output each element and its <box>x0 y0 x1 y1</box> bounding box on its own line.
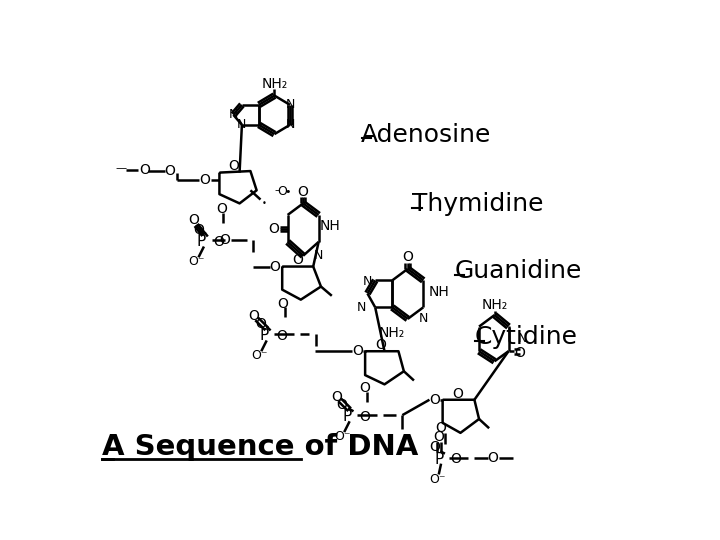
Text: P: P <box>260 328 269 343</box>
Text: •: • <box>284 187 291 197</box>
Text: O: O <box>402 251 413 264</box>
Text: O⁻: O⁻ <box>251 349 268 362</box>
Text: O: O <box>359 410 370 424</box>
Text: O: O <box>515 346 526 360</box>
Text: O: O <box>189 213 199 227</box>
Text: Thymidine: Thymidine <box>412 192 543 216</box>
Text: O: O <box>451 452 462 466</box>
Text: N: N <box>229 109 238 122</box>
Text: N: N <box>285 98 294 111</box>
Text: N: N <box>237 118 246 131</box>
Text: O: O <box>277 185 287 198</box>
Text: O: O <box>352 344 363 358</box>
Text: O⁻: O⁻ <box>429 472 446 485</box>
Text: A Sequence of DNA: A Sequence of DNA <box>102 433 418 461</box>
Text: N: N <box>418 313 428 326</box>
Text: O: O <box>199 173 210 187</box>
Text: O: O <box>429 441 441 455</box>
Text: N: N <box>518 332 527 345</box>
Text: NH₂: NH₂ <box>482 298 508 312</box>
Text: O: O <box>292 253 303 267</box>
Text: O⁻: O⁻ <box>334 430 351 443</box>
Text: N: N <box>356 301 366 314</box>
Text: O: O <box>375 338 386 352</box>
Text: O: O <box>331 390 342 404</box>
Text: P: P <box>197 234 206 249</box>
Text: Guanidine: Guanidine <box>454 259 582 283</box>
Text: P: P <box>434 451 444 467</box>
Text: O: O <box>255 316 266 330</box>
Text: O: O <box>213 235 224 249</box>
Text: —: — <box>115 163 127 173</box>
Text: N: N <box>314 249 323 262</box>
Text: O: O <box>248 309 259 323</box>
Text: O: O <box>429 393 441 407</box>
Text: Cytidine: Cytidine <box>474 325 577 349</box>
Text: O: O <box>433 430 444 444</box>
Text: O: O <box>216 202 228 216</box>
Text: –: – <box>275 185 280 195</box>
Text: O⁻: O⁻ <box>189 255 205 268</box>
Text: NH₂: NH₂ <box>379 326 405 340</box>
Text: O: O <box>139 163 150 177</box>
Text: P: P <box>343 409 352 424</box>
Text: O: O <box>276 329 287 343</box>
Text: NH₂: NH₂ <box>261 77 287 91</box>
Text: O: O <box>164 164 175 178</box>
Text: N: N <box>363 275 372 288</box>
Text: O: O <box>336 398 347 412</box>
Text: O: O <box>276 296 287 310</box>
Text: O: O <box>269 222 279 236</box>
Text: N: N <box>285 118 294 131</box>
Text: O: O <box>487 450 498 464</box>
Text: •: • <box>262 199 267 208</box>
Text: O: O <box>297 185 309 199</box>
Text: NH: NH <box>428 285 449 299</box>
Text: Adenosine: Adenosine <box>361 123 492 146</box>
Text: O: O <box>360 381 371 395</box>
Text: O: O <box>228 159 239 173</box>
Text: O: O <box>453 387 464 401</box>
Text: NH: NH <box>320 219 341 233</box>
Text: O: O <box>193 224 204 238</box>
Text: O: O <box>436 421 446 435</box>
Text: O: O <box>269 260 280 274</box>
Text: O: O <box>220 233 230 247</box>
